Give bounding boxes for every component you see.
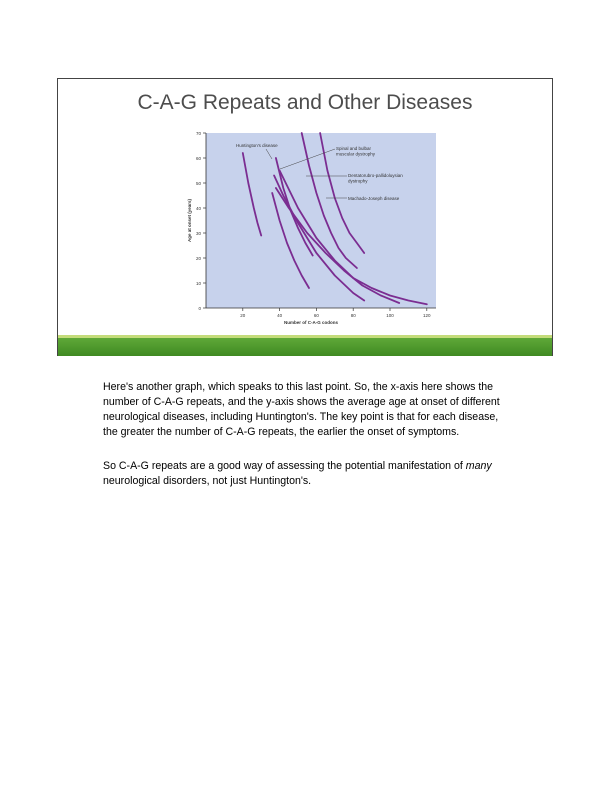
notes-paragraph-2-prefix: So C-A-G repeats are a good way of asses…	[103, 460, 466, 472]
y-tick-label: 0	[198, 306, 201, 311]
label-drpla: Dentatorubro-pallidoluysian dystrophy	[348, 173, 403, 184]
x-tick-label: 100	[386, 313, 394, 318]
notes-paragraph-1: Here's another graph, which speaks to th…	[103, 381, 500, 438]
x-tick-label: 120	[423, 313, 431, 318]
series-curve	[319, 132, 366, 254]
x-axis-title: Number of C-A-G codons	[284, 320, 338, 325]
series-curve	[275, 187, 401, 304]
leader-spinal-bulbar	[279, 148, 336, 170]
series-curve	[275, 157, 314, 257]
y-tick-label: 40	[196, 206, 202, 211]
cag-onset-chart: 0 10 20 30 40 50 60 70 20 40 60 80 100 120 Number of C…	[187, 131, 436, 325]
notes-paragraph-2-suffix: neurological disorders, not just Hunting…	[103, 475, 312, 487]
y-tick-label: 30	[196, 231, 202, 236]
y-axis-title: Age at onset (years)	[187, 198, 192, 242]
speaker-notes: Here's another graph, which speaks to th…	[103, 380, 513, 508]
series-curve	[241, 152, 263, 237]
label-spinal-bulbar: Spinal and bulbar muscular dystrophy	[336, 146, 376, 157]
series-curve	[271, 192, 310, 289]
slide: C-A-G Repeats and Other Diseases 0 10 20 30…	[57, 78, 553, 356]
y-tick-label: 60	[196, 156, 202, 161]
x-tick-label: 60	[314, 313, 320, 318]
label-machado-joseph: Machado-Joseph disease	[348, 196, 400, 201]
x-tick-label: 20	[240, 313, 246, 318]
y-tick-label: 20	[196, 256, 202, 261]
x-tick-label: 40	[277, 313, 283, 318]
plot-background	[206, 133, 436, 308]
series-curve	[300, 132, 358, 269]
notes-paragraph-2: So C-A-G repeats are a good way of asses…	[103, 459, 513, 489]
y-tick-label: 50	[196, 181, 202, 186]
series-curve	[273, 174, 366, 302]
x-tick-label: 80	[351, 313, 357, 318]
leader-huntingtons	[265, 148, 273, 160]
y-tick-label: 70	[196, 131, 202, 136]
label-huntingtons: Huntington's disease	[236, 143, 278, 148]
slide-title: C-A-G Repeats and Other Diseases	[137, 91, 473, 114]
slide-accent-stripe	[58, 335, 552, 338]
y-tick-label: 10	[196, 281, 202, 286]
notes-paragraph-2-emphasis: many	[465, 460, 492, 472]
slide-footer-band	[58, 338, 552, 356]
